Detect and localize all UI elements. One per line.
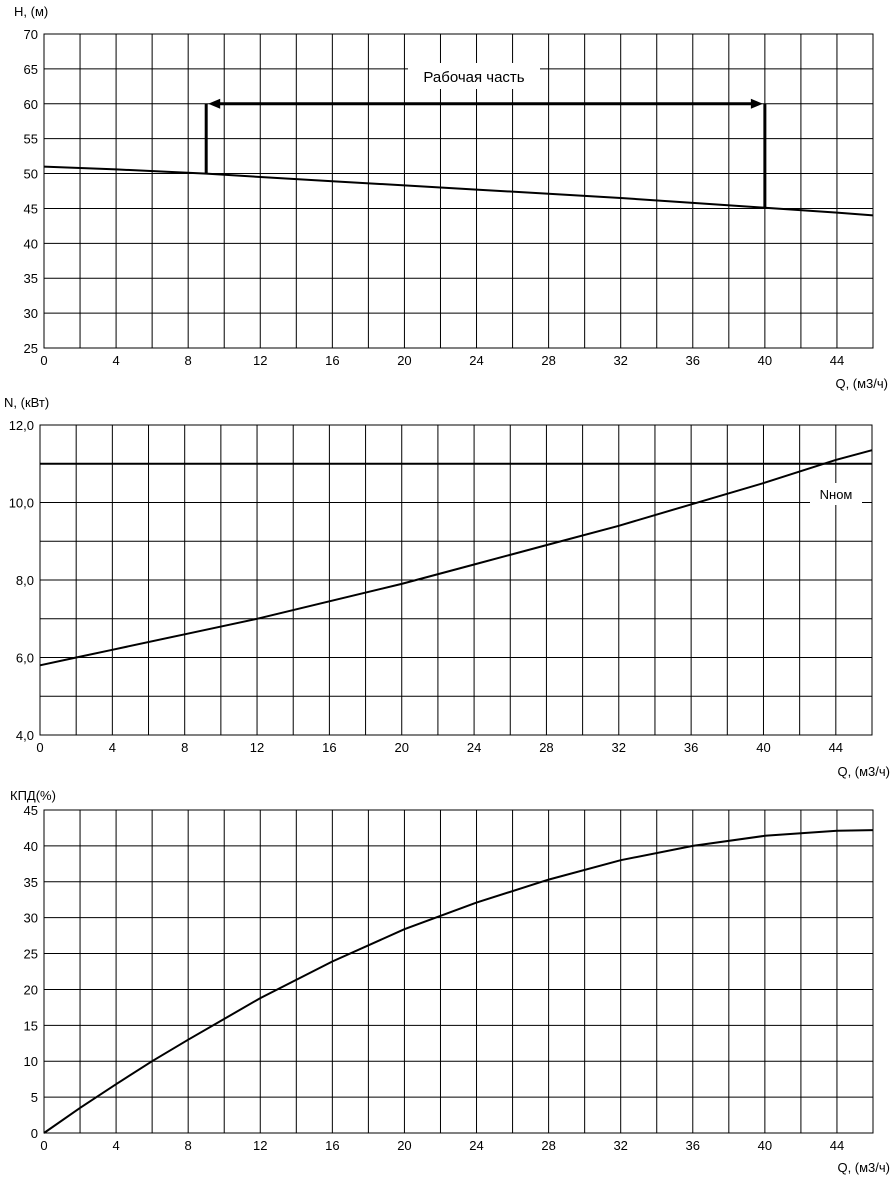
x-tick-label: 12 [250,740,264,755]
x-tick-label: 16 [325,1138,339,1153]
efficiency-y-axis-label: КПД(%) [10,788,56,803]
y-tick-label: 30 [24,911,38,926]
x-tick-label: 20 [395,740,409,755]
y-tick-label: 4,0 [16,728,34,743]
x-tick-label: 8 [185,1138,192,1153]
y-tick-label: 40 [24,236,38,251]
x-tick-label: 36 [686,353,700,368]
x-tick-label: 0 [36,740,43,755]
y-tick-label: 25 [24,947,38,962]
series-line [39,449,873,667]
y-tick-label: 0 [31,1126,38,1141]
power-chart: N, (кВт) Q, (м3/ч) 0 4 8 12 16 20 24 28 32 36 40 44… [4,395,890,779]
head-y-axis-label: H, (м) [14,4,48,19]
y-tick-label: 35 [24,875,38,890]
x-tick-label: 12 [253,1138,267,1153]
y-tick-label: 6,0 [16,651,34,666]
x-tick-label: 0 [40,1138,47,1153]
y-tick-label: 40 [24,839,38,854]
x-tick-label: 20 [397,353,411,368]
y-tick-label: 15 [24,1018,38,1033]
y-tick-label: 45 [24,803,38,818]
x-tick-label: 40 [756,740,770,755]
x-tick-label: 36 [684,740,698,755]
nominal-power-label: Nном [820,487,853,502]
x-tick-label: 40 [758,1138,772,1153]
head-x-axis-label: Q, (м3/ч) [835,376,888,391]
x-tick-label: 40 [758,353,772,368]
x-tick-label: 44 [830,353,844,368]
x-tick-label: 28 [541,1138,555,1153]
y-tick-label: 70 [24,27,38,42]
x-tick-label: 28 [539,740,553,755]
x-tick-label: 32 [613,353,627,368]
x-tick-label: 32 [613,1138,627,1153]
x-tick-label: 20 [397,1138,411,1153]
arrow-right-head-icon [750,98,763,109]
x-tick-label: 4 [112,1138,119,1153]
y-tick-label: 45 [24,201,38,216]
y-tick-label: 65 [24,62,38,77]
x-tick-label: 8 [185,353,192,368]
power-x-axis-label: Q, (м3/ч) [837,764,890,779]
y-tick-label: 8,0 [16,573,34,588]
y-tick-label: 35 [24,271,38,286]
y-tick-label: 25 [24,341,38,356]
x-tick-label: 32 [612,740,626,755]
efficiency-x-axis-label: Q, (м3/ч) [837,1160,890,1175]
x-tick-label: 24 [469,1138,483,1153]
x-tick-label: 4 [109,740,116,755]
y-tick-label: 10 [24,1054,38,1069]
y-tick-label: 60 [24,97,38,112]
nominal-label-background [810,483,862,505]
y-tick-label: 12,0 [9,418,34,433]
y-tick-label: 50 [24,167,38,182]
arrow-left-head-icon [208,98,221,109]
x-tick-label: 8 [181,740,188,755]
y-tick-label: 55 [24,132,38,147]
series-line [43,829,874,1134]
plot-border [43,33,874,349]
plot-border [43,809,874,1134]
x-tick-label: 0 [40,353,47,368]
head-chart: H, (м) Q, (м3/ч) 0 4 8 12 16 20 24 28 32 36 40 44 25… [14,4,888,391]
y-tick-label: 5 [31,1090,38,1105]
x-tick-label: 24 [469,353,483,368]
efficiency-chart: КПД(%) Q, (м3/ч) 0 4 8 12 16 20 24 28 32 36 40 44 0 5… [10,788,890,1175]
y-tick-label: 20 [24,982,38,997]
x-tick-label: 36 [686,1138,700,1153]
x-tick-label: 16 [325,353,339,368]
x-tick-label: 16 [322,740,336,755]
x-tick-label: 4 [112,353,119,368]
plot-border [39,424,873,736]
working-range-label: Рабочая часть [423,69,524,86]
x-tick-label: 12 [253,353,267,368]
working-range-label-background [408,63,540,89]
x-tick-label: 24 [467,740,481,755]
x-tick-label: 44 [830,1138,844,1153]
x-tick-label: 44 [829,740,843,755]
y-tick-label: 10,0 [9,496,34,511]
y-tick-label: 30 [24,306,38,321]
x-tick-label: 28 [541,353,555,368]
power-y-axis-label: N, (кВт) [4,395,49,410]
